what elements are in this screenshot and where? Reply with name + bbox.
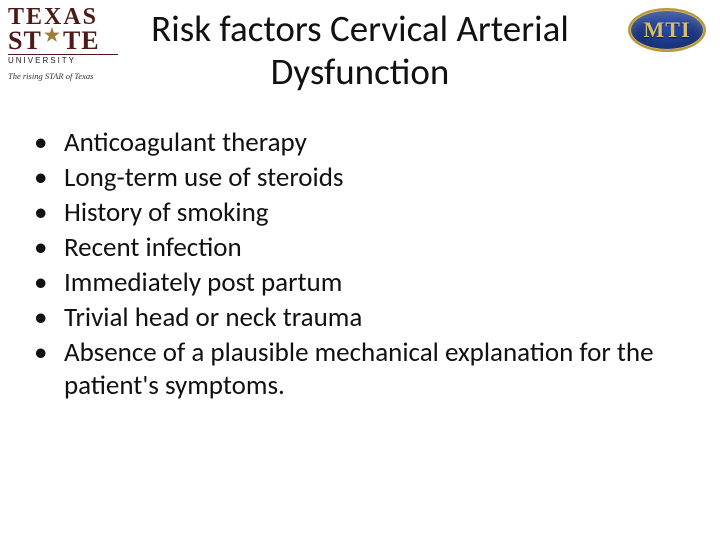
mti-logo: MTI bbox=[628, 8, 706, 52]
logo-state-text: ST ★ TE bbox=[8, 29, 118, 54]
list-item: Immediately post partum bbox=[64, 267, 698, 300]
logo-university-text: UNIVERSITY bbox=[8, 54, 118, 65]
list-item: Long-term use of steroids bbox=[64, 162, 698, 195]
list-item: History of smoking bbox=[64, 197, 698, 230]
bullet-list: Anticoagulant therapy Long-term use of s… bbox=[0, 127, 720, 403]
logo-tagline: The rising STAR of Texas bbox=[8, 71, 118, 81]
logo-state-st: ST bbox=[8, 29, 42, 54]
texas-state-logo: TEXAS ST ★ TE UNIVERSITY The rising STAR… bbox=[8, 6, 118, 81]
list-item: Absence of a plausible mechanical explan… bbox=[64, 337, 698, 403]
list-item: Trivial head or neck trauma bbox=[64, 302, 698, 335]
logo-state-te: TE bbox=[63, 29, 100, 54]
title-line-2: Dysfunction bbox=[271, 49, 450, 94]
list-item: Anticoagulant therapy bbox=[64, 127, 698, 160]
title-line-1: Risk factors Cervical Arterial bbox=[151, 6, 569, 51]
mti-logo-text: MTI bbox=[644, 17, 691, 43]
list-item: Recent infection bbox=[64, 232, 698, 265]
star-icon: ★ bbox=[44, 27, 61, 44]
